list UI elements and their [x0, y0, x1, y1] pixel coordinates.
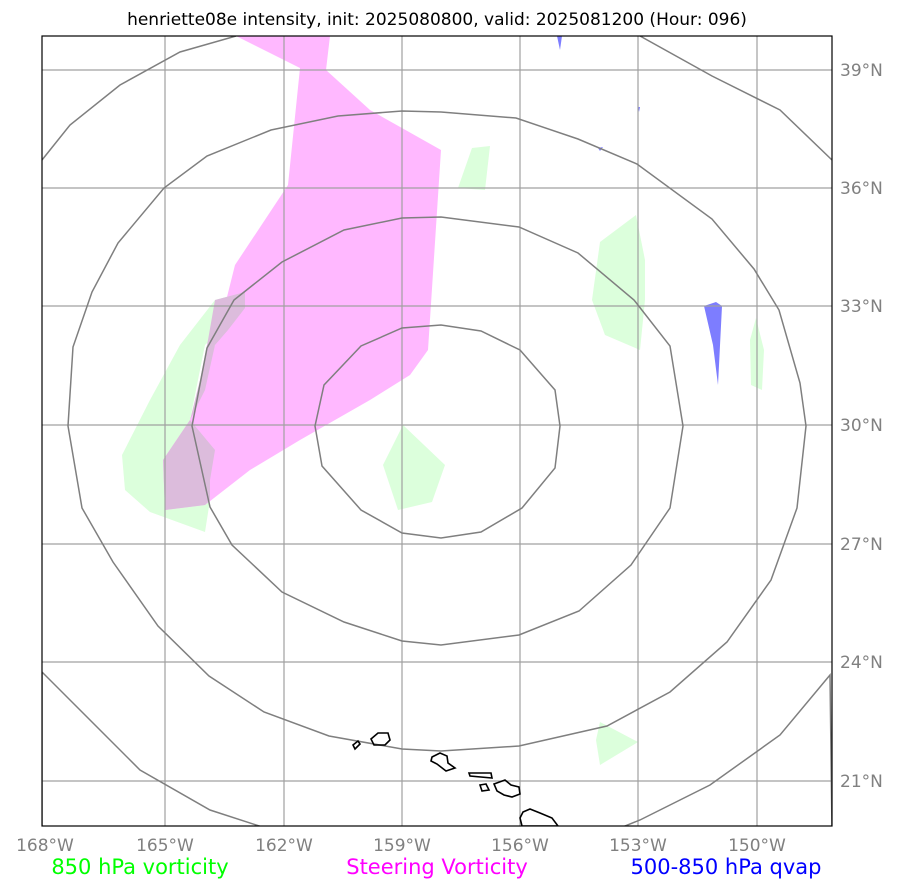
- vorticity-850-region-west: [122, 292, 245, 532]
- lon-label: 165°W: [136, 836, 194, 856]
- lon-label: 150°W: [728, 836, 786, 856]
- coast-niihau: [351, 739, 362, 751]
- steering-vorticity-region: [163, 36, 441, 510]
- legend: 850 hPa vorticity Steering Vorticity 500…: [51, 855, 821, 879]
- lat-label: 33°N: [840, 297, 883, 317]
- hawaii-coastlines: [351, 732, 559, 826]
- lon-label: 156°W: [491, 836, 549, 856]
- legend-qvap: 500-850 hPa qvap: [631, 855, 822, 879]
- overlap-region: [163, 292, 245, 510]
- range-ring-outer-north: [42, 36, 237, 161]
- range-ring-outer: [42, 670, 832, 826]
- range-rings: [42, 36, 832, 826]
- lon-label: 153°W: [609, 836, 667, 856]
- map-area: [42, 36, 832, 826]
- vorticity-850-regions: [122, 146, 764, 765]
- lat-label: 39°N: [840, 61, 883, 81]
- vorticity-850-region-center: [383, 425, 445, 510]
- legend-steering-vorticity: Steering Vorticity: [346, 855, 528, 879]
- range-ring-inner: [314, 324, 561, 539]
- range-ring-2: [191, 216, 684, 646]
- coast-molokai: [467, 772, 493, 779]
- map-title: henriette08e intensity, init: 2025080800…: [127, 10, 747, 30]
- vorticity-850-region-south: [596, 722, 638, 765]
- coast-oahu: [430, 752, 457, 772]
- lat-tick-labels: 39°N 36°N 33°N 30°N 27°N 24°N 21°N: [840, 61, 883, 792]
- coast-lanai: [478, 783, 491, 792]
- qvap-region-north: [557, 36, 562, 50]
- lon-tick-labels: 168°W 165°W 162°W 159°W 156°W 153°W 150°…: [16, 836, 786, 856]
- lat-label: 30°N: [840, 416, 883, 436]
- lon-label: 159°W: [373, 836, 431, 856]
- coast-kauai: [370, 732, 391, 746]
- lat-label: 21°N: [840, 772, 883, 792]
- vorticity-850-region-east: [592, 215, 645, 350]
- coast-big-island: [519, 808, 559, 826]
- coast-maui: [492, 779, 521, 798]
- range-ring-3: [67, 110, 807, 752]
- vorticity-850-region-north: [458, 146, 490, 190]
- map-frame: [41, 35, 833, 827]
- range-ring-outer-north-east: [639, 36, 832, 161]
- legend-850-vorticity: 850 hPa vorticity: [51, 855, 228, 879]
- qvap-region-east: [704, 302, 722, 385]
- lon-label: 162°W: [255, 836, 313, 856]
- lat-label: 27°N: [840, 535, 883, 555]
- lat-label: 36°N: [840, 179, 883, 199]
- lon-label: 168°W: [16, 836, 74, 856]
- lat-label: 24°N: [840, 653, 883, 673]
